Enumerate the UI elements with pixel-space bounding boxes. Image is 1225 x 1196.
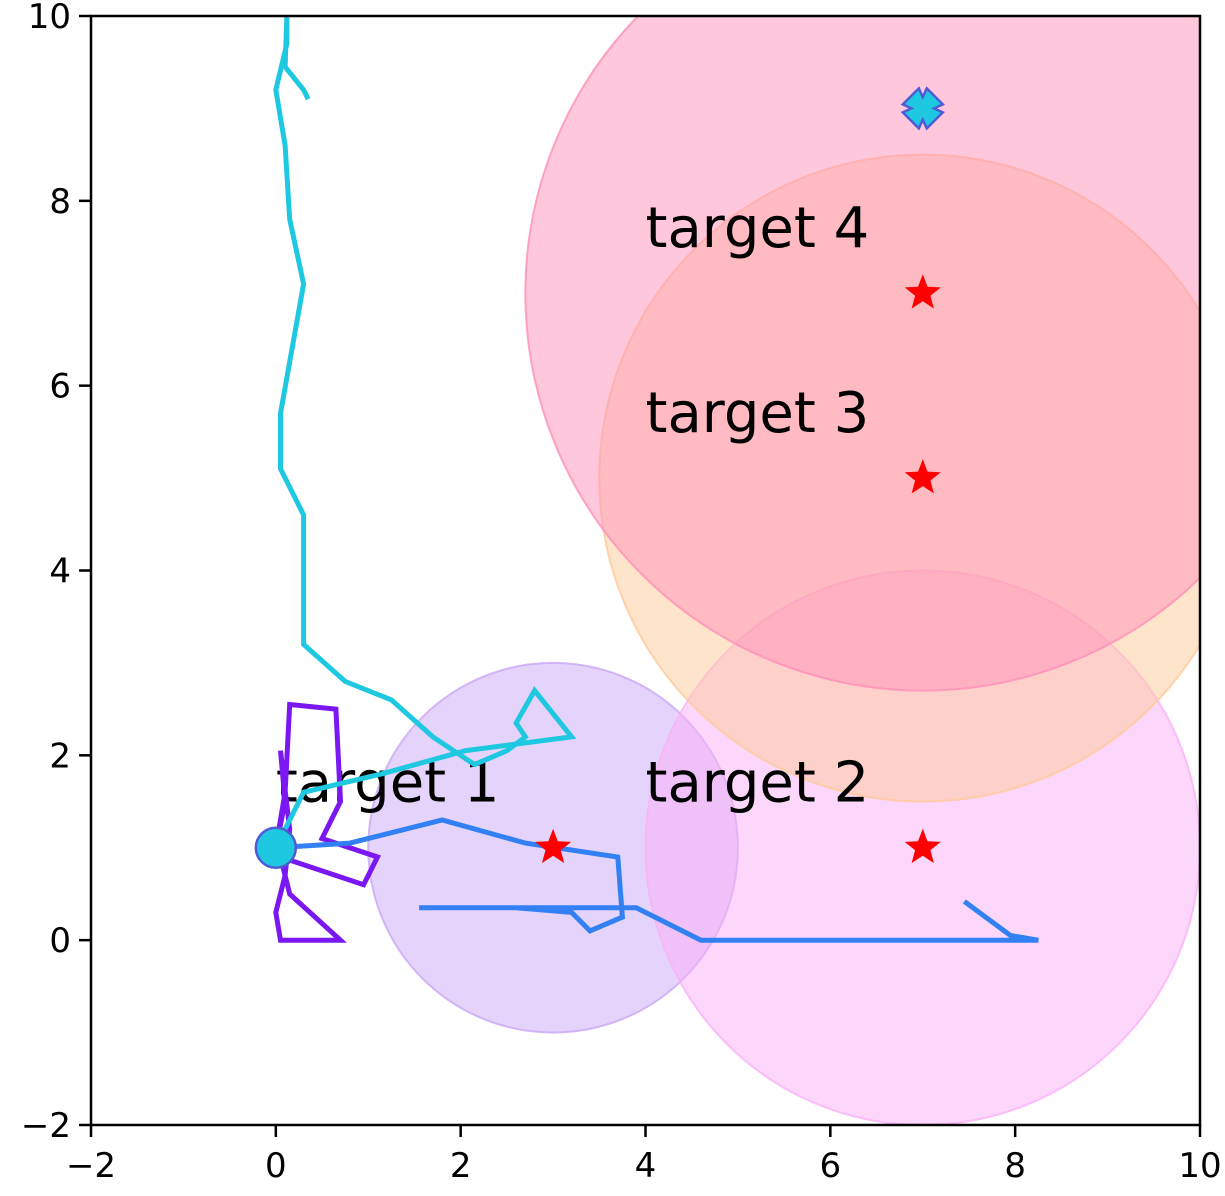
x-tick-label: 10 [1178,1146,1221,1186]
y-tick-label: 2 [49,736,71,776]
y-tick-label: 6 [49,367,71,407]
y-tick-label: 0 [49,921,71,961]
target-star-4 [904,274,941,309]
axes: −2 0 2 4 6 8 10 −2 0 2 4 6 8 10 [21,0,1222,1186]
y-tick-label: 10 [28,0,71,37]
x-tick-label: −2 [66,1146,116,1186]
trajectory-line-2 [275,817,1039,943]
target-label-4: target 4 [646,196,870,261]
x-tick-label: 6 [820,1146,842,1186]
target-label-1: target 1 [276,751,500,816]
target-star-2 [904,828,941,864]
target-region-4 [524,16,1200,692]
target-label-3: target 3 [646,381,870,446]
start-point [254,826,298,869]
x-tick-label: 4 [635,1146,657,1186]
end-x-marker [900,86,945,131]
y-tick-label: 4 [49,552,71,592]
y-tick-label: −2 [21,1106,71,1146]
x-tick-label: 0 [265,1146,287,1186]
target-star-3 [904,459,941,494]
y-tick-label: 8 [49,182,71,222]
target-label-2: target 2 [646,751,870,816]
target-labels: target 1 target 2 target 3 target 4 [276,196,869,816]
markers [254,86,945,869]
trajectories [273,16,1039,943]
x-tick-label: 2 [450,1146,472,1186]
target-star-1 [535,828,572,864]
trajectory-line-1 [273,701,382,943]
trajectory-line-3 [273,16,577,849]
x-tick-label: 8 [1004,1146,1026,1186]
